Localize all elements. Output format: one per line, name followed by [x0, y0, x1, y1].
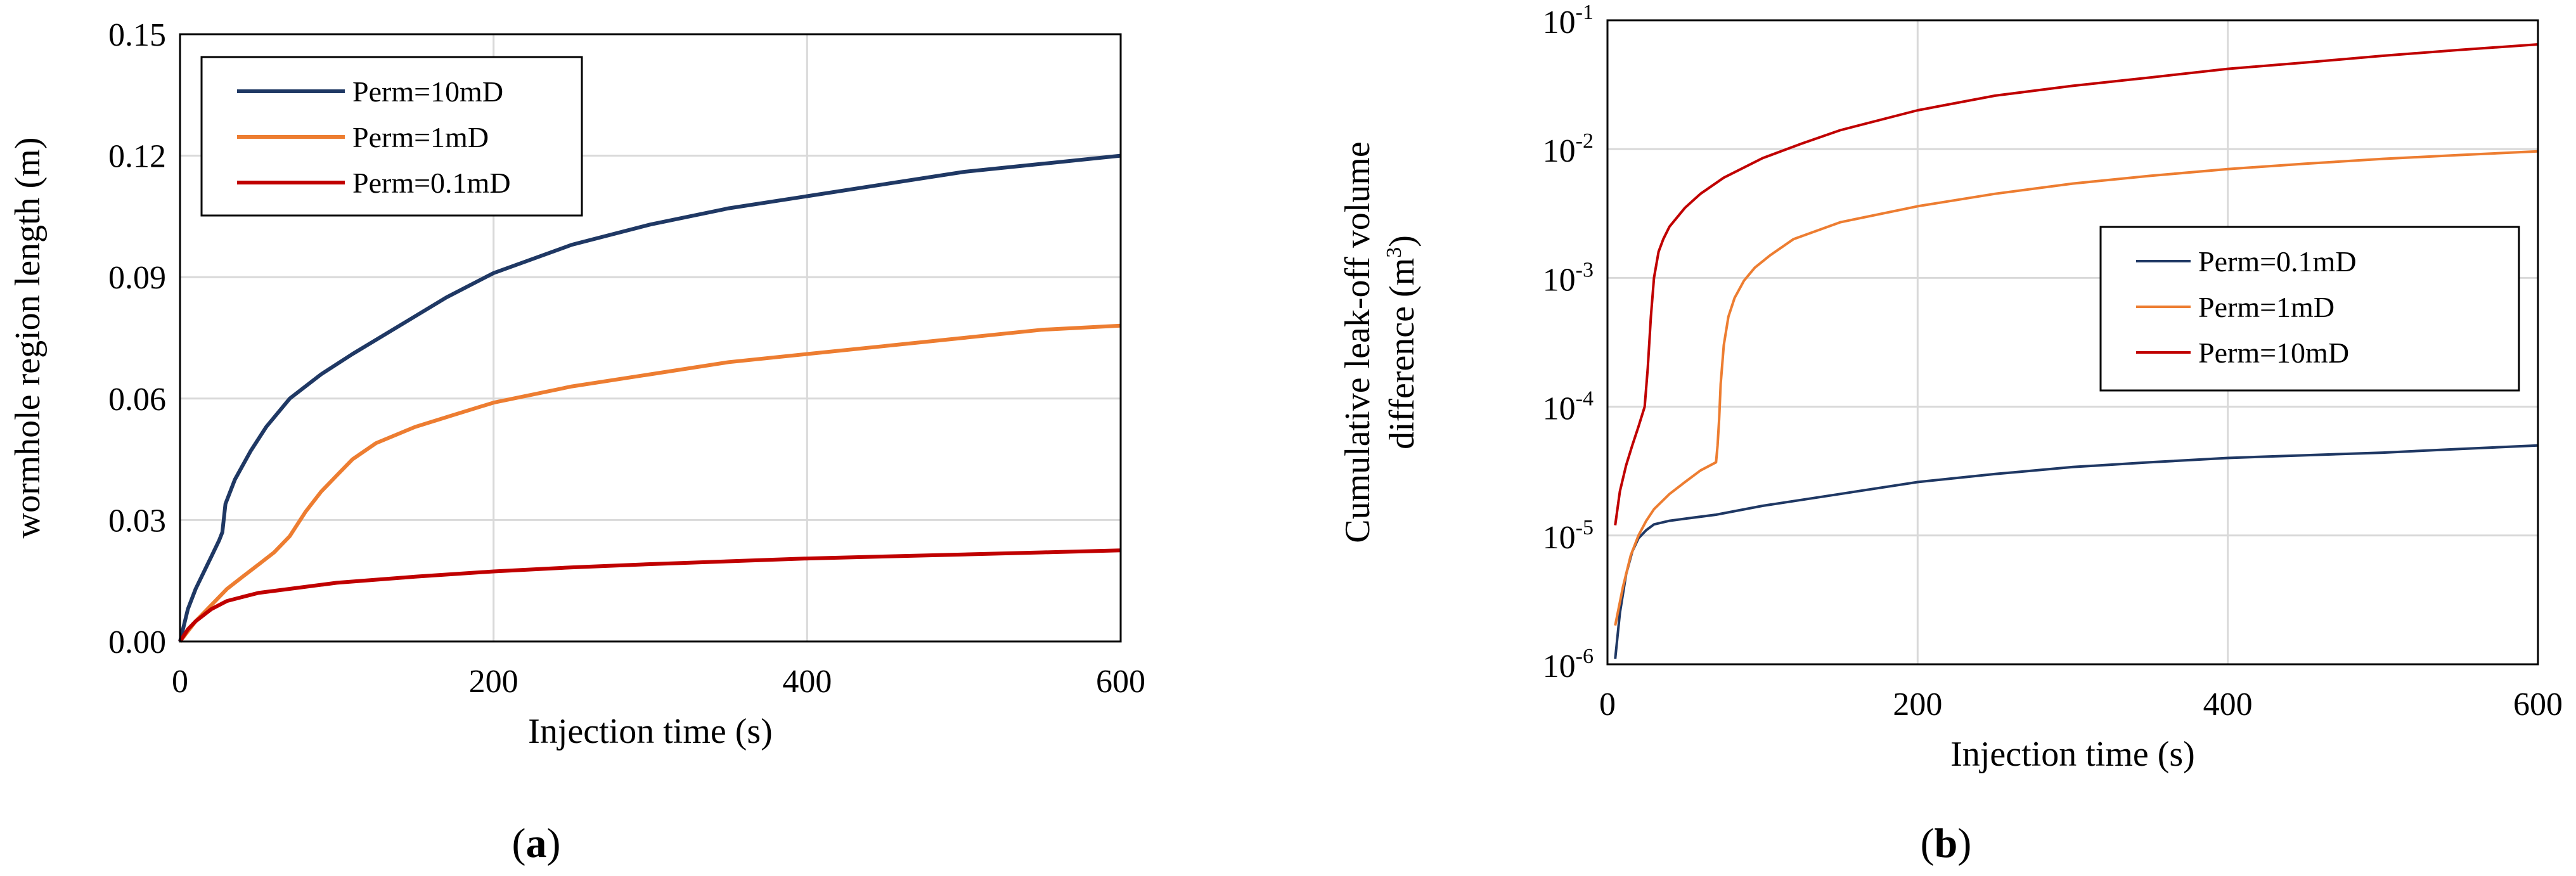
series-line-perm-0-1md	[178, 548, 1121, 643]
x-tick-label: 600	[1096, 664, 1145, 700]
y-tick-exponent: -3	[1576, 258, 1594, 281]
panel-letter: a	[526, 820, 547, 866]
y-axis-label: wormhole region length (m)	[8, 138, 48, 539]
series-line-perm-10md	[178, 153, 1121, 642]
legend-label: Perm=10mD	[2198, 337, 2349, 369]
x-tick-label: 200	[469, 664, 518, 700]
x-tick-label: 200	[1893, 686, 1942, 723]
y-axis-label-line2: difference (m3)	[1382, 235, 1422, 449]
chart-b: 0 200 400 60010-610-510-410-310-210-1Inject…	[1338, 1, 2563, 866]
y-tick-base: 10	[1543, 648, 1576, 685]
y-tick-label: 0.09	[108, 260, 166, 296]
plot-frame	[179, 33, 1122, 643]
y-axis-label-close: )	[1382, 235, 1422, 247]
y-tick-base: 10	[1543, 391, 1576, 427]
panel-letter: b	[1935, 820, 1958, 866]
y-axis-label-sup: 3	[1382, 247, 1406, 258]
y-tick-exponent: -4	[1576, 387, 1594, 411]
x-tick-label: 0	[172, 664, 188, 700]
panel-label: (a)	[512, 820, 561, 866]
y-tick-label: 10-4	[1543, 387, 1594, 427]
y-axis-label-line1: Cumulative leak-off volume	[1338, 141, 1377, 543]
series-line-perm-10md	[1614, 43, 2539, 525]
y-tick-label: 10-1	[1543, 1, 1594, 41]
y-tick-base: 10	[1543, 520, 1576, 556]
y-tick-base: 10	[1543, 4, 1576, 41]
legend: Perm=0.1mD Perm=1mD Perm=10mD	[2099, 226, 2520, 392]
y-tick-label: 0.00	[108, 624, 166, 660]
x-tick-label: 0	[1599, 686, 1616, 723]
y-tick-label: 0.12	[108, 139, 166, 175]
legend-label: Perm=0.1mD	[352, 167, 511, 199]
legend: Perm=10mD Perm=1mD Perm=0.1mD	[200, 56, 583, 217]
y-axis-label-text: difference (m	[1382, 258, 1422, 449]
legend-label: Perm=1mD	[352, 121, 489, 153]
y-tick-exponent: -1	[1576, 1, 1594, 24]
y-tick-label: 10-5	[1543, 516, 1594, 556]
y-tick-label: 10-2	[1543, 129, 1594, 169]
x-axis-label: Injection time (s)	[1950, 735, 2195, 774]
panel-label: (b)	[1921, 820, 1972, 866]
y-tick-exponent: -6	[1576, 645, 1594, 668]
y-tick-label: 10-6	[1543, 645, 1594, 685]
y-tick-exponent: -5	[1576, 516, 1594, 539]
plot-frame	[1606, 19, 2539, 666]
y-tick-label: 0.03	[108, 503, 166, 539]
series-line-perm-1md	[178, 323, 1121, 643]
y-tick-label: 0.06	[108, 382, 166, 418]
legend-label: Perm=1mD	[2198, 291, 2334, 323]
legend-box	[2099, 226, 2520, 392]
legend-label: Perm=0.1mD	[2198, 245, 2357, 278]
y-tick-label: 10-3	[1543, 258, 1594, 298]
x-tick-label: 600	[2513, 686, 2563, 723]
x-tick-label: 400	[2203, 686, 2253, 723]
x-tick-label: 400	[782, 664, 832, 700]
legend-label: Perm=10mD	[352, 75, 503, 108]
chart-a: 0 200 400 600 0.00 0.03 0.06 0.09 0.12 0.15 Inject…	[8, 17, 1145, 866]
y-tick-label: 0.15	[108, 17, 166, 53]
x-axis-label: Injection time (s)	[528, 712, 773, 751]
y-tick-exponent: -2	[1576, 129, 1594, 153]
y-tick-base: 10	[1543, 262, 1576, 298]
y-tick-base: 10	[1543, 133, 1576, 169]
series-line-perm-1md	[1614, 150, 2539, 626]
